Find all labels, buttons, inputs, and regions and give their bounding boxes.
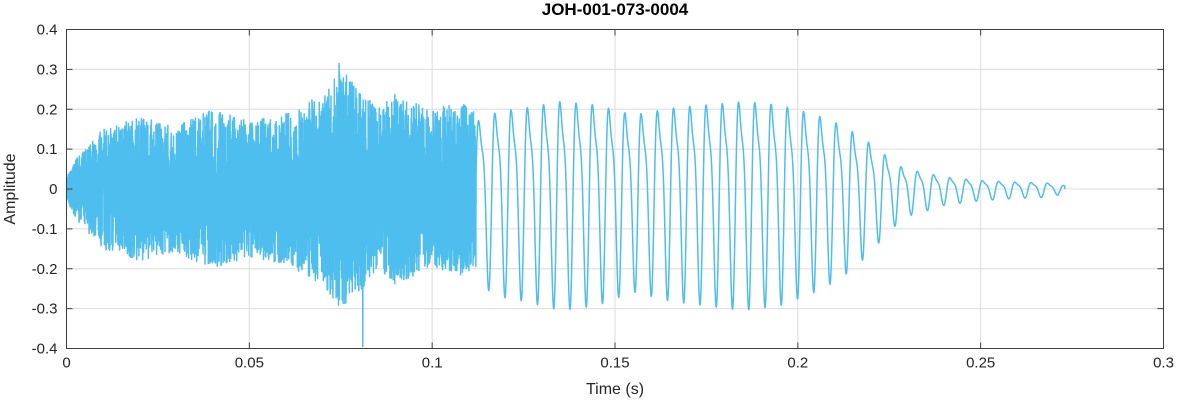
y-tick-label: -0.4	[32, 341, 58, 358]
x-axis-label: Time (s)	[586, 381, 644, 398]
y-tick-label: -0.3	[32, 301, 58, 318]
x-tick-label: 0.15	[600, 355, 629, 372]
y-axis-label: Amplitude	[2, 153, 19, 224]
y-tick-label: 0.3	[37, 61, 58, 78]
x-tick-label: 0.2	[787, 355, 808, 372]
x-tick-label: 0.05	[235, 355, 264, 372]
chart-title: JOH-001-073-0004	[542, 0, 689, 19]
y-tick-label: 0.2	[37, 101, 58, 118]
y-tick-label: 0	[49, 181, 57, 198]
x-tick-label: 0.1	[422, 355, 443, 372]
x-tick-label: 0.25	[966, 355, 995, 372]
x-tick-label: 0	[62, 355, 70, 372]
y-tick-label: 0.4	[37, 22, 58, 39]
y-tick-label: -0.2	[32, 261, 58, 278]
y-tick-label: -0.1	[32, 221, 58, 238]
plot-area: 0 0.05 0.1 0.15 0.2 0.25 0.3 -0.4 -0.3 -0.2 -0.1 0 0…	[32, 22, 1174, 372]
waveform-line	[65, 62, 1066, 348]
y-tick-label: 0.1	[37, 141, 58, 158]
x-tick-label: 0.3	[1153, 355, 1174, 372]
